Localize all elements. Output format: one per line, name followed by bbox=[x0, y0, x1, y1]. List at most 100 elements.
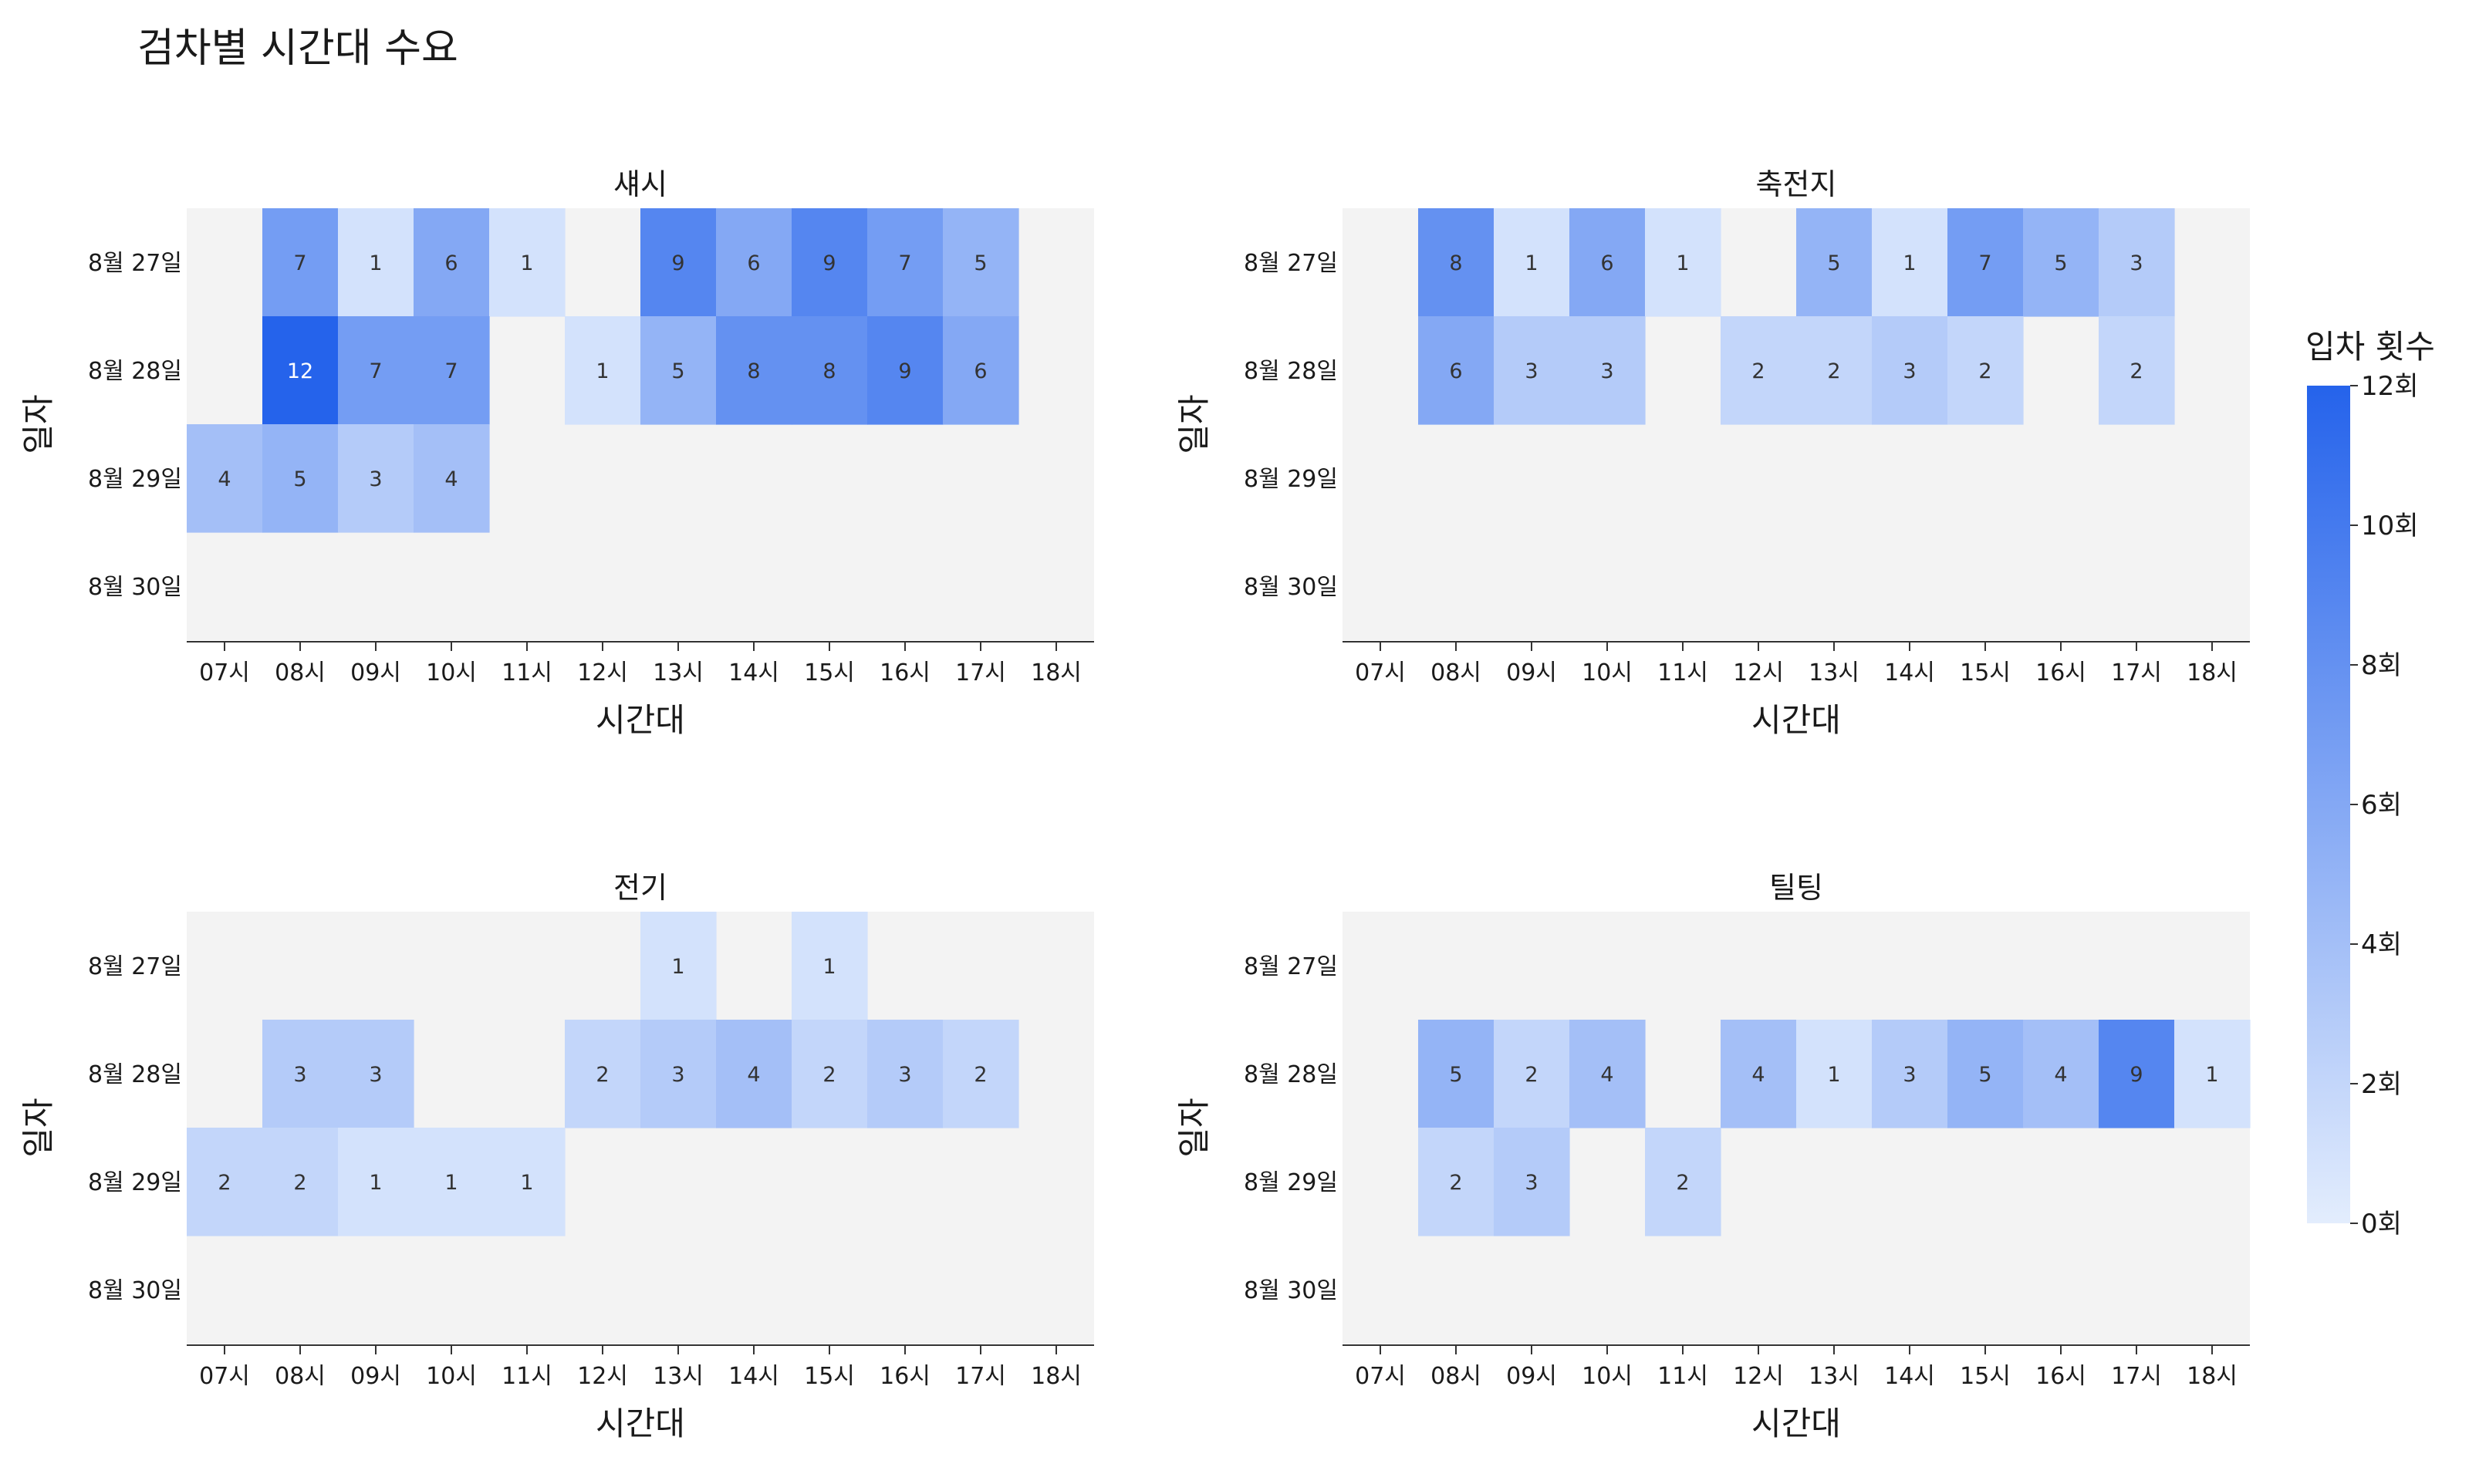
heatmap-cell bbox=[338, 208, 414, 317]
heatmap-cell bbox=[1872, 1020, 1948, 1128]
colorbar-tick-label: 6회 bbox=[2361, 790, 2402, 821]
heatmap-cell bbox=[489, 208, 566, 317]
cell-label: 7 bbox=[444, 359, 458, 383]
heatmap-cell bbox=[1645, 208, 1721, 317]
heatmap-cell bbox=[262, 1128, 339, 1236]
heatmap-cell bbox=[565, 1020, 641, 1128]
heatmap-cell bbox=[262, 1020, 339, 1128]
cell-label: 4 bbox=[444, 467, 458, 491]
heatmap-cell bbox=[1872, 316, 1948, 425]
x-tick-label: 16시 bbox=[880, 659, 931, 686]
heatmap-cell bbox=[943, 1020, 1019, 1128]
heatmap-cell bbox=[640, 912, 717, 1020]
cell-label: 3 bbox=[369, 1063, 382, 1087]
heatmap-cell bbox=[414, 316, 490, 425]
x-tick-label: 12시 bbox=[577, 1363, 628, 1390]
heatmap-cell bbox=[867, 316, 944, 425]
cell-label: 1 bbox=[822, 955, 836, 979]
heatmap-cell bbox=[1872, 208, 1948, 317]
x-axis-label: 시간대 bbox=[596, 1405, 685, 1442]
x-tick-label: 17시 bbox=[955, 1363, 1006, 1390]
heatmap-cell bbox=[1947, 208, 2024, 317]
heatmap-cell bbox=[1418, 208, 1495, 317]
cell-label: 2 bbox=[1449, 1171, 1462, 1195]
cell-label: 1 bbox=[520, 1171, 533, 1195]
cell-label: 6 bbox=[974, 359, 987, 383]
x-tick-label: 18시 bbox=[1031, 1363, 1082, 1390]
heatmap-cell bbox=[1721, 316, 1797, 425]
y-tick-label: 8월 29일 bbox=[1244, 466, 1338, 493]
cell-label: 6 bbox=[1600, 251, 1613, 275]
cell-label: 5 bbox=[671, 359, 684, 383]
colorbar-tick-label: 8회 bbox=[2361, 650, 2402, 681]
heatmap-cell bbox=[187, 1128, 263, 1236]
cell-label: 5 bbox=[293, 467, 306, 491]
cell-label: 2 bbox=[974, 1063, 987, 1087]
x-tick-label: 12시 bbox=[1733, 1363, 1784, 1390]
cell-label: 1 bbox=[520, 251, 533, 275]
y-tick-label: 8월 29일 bbox=[88, 1169, 182, 1196]
heatmap-cell bbox=[262, 316, 339, 425]
cell-label: 2 bbox=[1676, 1171, 1689, 1195]
heatmap-cell bbox=[187, 424, 263, 533]
y-axis-label: 일자 bbox=[1175, 1098, 1213, 1157]
cell-label: 5 bbox=[1827, 251, 1840, 275]
x-tick-label: 15시 bbox=[1960, 659, 2011, 686]
y-tick-label: 8월 28일 bbox=[1244, 1061, 1338, 1088]
heatmap-cell bbox=[2099, 1020, 2175, 1128]
cell-label: 4 bbox=[747, 1063, 760, 1087]
x-tick-label: 10시 bbox=[426, 659, 477, 686]
x-tick-label: 11시 bbox=[1657, 659, 1708, 686]
colorbar-tick-label: 2회 bbox=[2361, 1069, 2402, 1100]
x-tick-label: 14시 bbox=[728, 1363, 779, 1390]
heatmap-cell bbox=[640, 1020, 717, 1128]
colorbar-tick-label: 12회 bbox=[2361, 371, 2419, 402]
cell-label: 1 bbox=[1903, 251, 1916, 275]
cell-label: 3 bbox=[1600, 359, 1613, 383]
heatmap-cell bbox=[2099, 316, 2175, 425]
x-tick-label: 10시 bbox=[1582, 659, 1633, 686]
heatmap-cell bbox=[338, 316, 414, 425]
heatmap-panel: 전기 1 1 3 3 2 3 4 2 3 2 2 2 1 1 1 07시 08시 09시 10시 11시 12시 13시 14… bbox=[19, 871, 1094, 1442]
heatmap-cell bbox=[1645, 1128, 1721, 1236]
cell-label: 4 bbox=[2054, 1063, 2067, 1087]
heatmap-cell bbox=[1494, 316, 1570, 425]
x-tick-label: 14시 bbox=[1884, 1363, 1935, 1390]
x-tick-label: 17시 bbox=[955, 659, 1006, 686]
x-tick-label: 13시 bbox=[1809, 659, 1859, 686]
heatmap-cell bbox=[792, 1020, 868, 1128]
heatmap-panel: 축전지 8 1 6 1 5 1 7 5 3 6 3 3 2 2 3 2 2 07시 08시 09시 10시 11시 12시 13… bbox=[1175, 167, 2250, 739]
heatmap-cell bbox=[792, 316, 868, 425]
panel-title: 축전지 bbox=[1756, 167, 1837, 201]
y-tick-label: 8월 29일 bbox=[88, 466, 182, 493]
cell-label: 1 bbox=[671, 955, 684, 979]
colorbar-tick-label: 10회 bbox=[2361, 511, 2419, 541]
x-tick-label: 08시 bbox=[1430, 659, 1481, 686]
heatmap-cell bbox=[1947, 1020, 2024, 1128]
x-tick-label: 15시 bbox=[804, 659, 855, 686]
x-tick-label: 16시 bbox=[2035, 659, 2086, 686]
cell-label: 3 bbox=[2130, 251, 2143, 275]
x-axis-label: 시간대 bbox=[596, 701, 685, 739]
y-tick-label: 8월 27일 bbox=[88, 953, 182, 980]
cell-label: 6 bbox=[444, 251, 458, 275]
cell-label: 3 bbox=[671, 1063, 684, 1087]
y-tick-label: 8월 27일 bbox=[88, 250, 182, 277]
x-axis-label: 시간대 bbox=[1751, 701, 1841, 739]
heatmap-cell bbox=[1418, 1020, 1495, 1128]
y-tick-label: 8월 30일 bbox=[88, 1277, 182, 1304]
cell-label: 2 bbox=[822, 1063, 836, 1087]
cell-label: 8 bbox=[822, 359, 836, 383]
heatmap-cell bbox=[1494, 1020, 1570, 1128]
x-axis-label: 시간대 bbox=[1751, 1405, 1841, 1442]
cell-label: 12 bbox=[287, 359, 313, 383]
heatmap-cell bbox=[640, 208, 717, 317]
x-tick-label: 07시 bbox=[199, 659, 250, 686]
y-tick-label: 8월 30일 bbox=[1244, 574, 1338, 601]
cell-label: 5 bbox=[974, 251, 987, 275]
heatmap-cell bbox=[716, 316, 792, 425]
heatmap-cell bbox=[489, 1128, 566, 1236]
y-tick-label: 8월 28일 bbox=[1244, 358, 1338, 385]
x-tick-label: 09시 bbox=[350, 659, 401, 686]
x-tick-label: 16시 bbox=[880, 1363, 931, 1390]
